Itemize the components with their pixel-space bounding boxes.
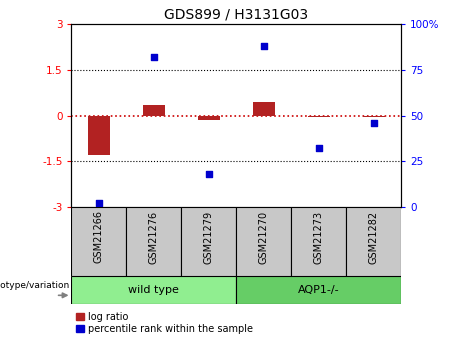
Point <box>95 200 103 206</box>
Bar <box>363 116 384 117</box>
Text: wild type: wild type <box>129 285 179 295</box>
Text: GSM21279: GSM21279 <box>204 210 214 264</box>
Bar <box>88 116 110 155</box>
Text: genotype/variation: genotype/variation <box>0 281 70 290</box>
Text: GSM21270: GSM21270 <box>259 210 269 264</box>
Bar <box>291 207 346 276</box>
Bar <box>71 276 236 304</box>
Bar <box>181 207 236 276</box>
Point <box>205 171 213 177</box>
Point <box>150 54 158 60</box>
Bar <box>307 116 330 117</box>
Title: GDS899 / H3131G03: GDS899 / H3131G03 <box>164 8 308 22</box>
Bar <box>253 102 275 116</box>
Text: GSM21273: GSM21273 <box>313 210 324 264</box>
Text: GSM21276: GSM21276 <box>149 210 159 264</box>
Bar <box>236 276 401 304</box>
Bar <box>126 207 181 276</box>
Bar <box>236 207 291 276</box>
Point <box>260 43 267 49</box>
Legend: log ratio, percentile rank within the sample: log ratio, percentile rank within the sa… <box>77 312 253 334</box>
Text: GSM21266: GSM21266 <box>94 210 104 264</box>
Text: GSM21282: GSM21282 <box>369 210 378 264</box>
Bar <box>198 116 220 120</box>
Bar <box>143 105 165 116</box>
Point <box>315 146 322 151</box>
Bar <box>71 207 126 276</box>
Point <box>370 120 377 126</box>
Bar <box>346 207 401 276</box>
Text: AQP1-/-: AQP1-/- <box>298 285 339 295</box>
